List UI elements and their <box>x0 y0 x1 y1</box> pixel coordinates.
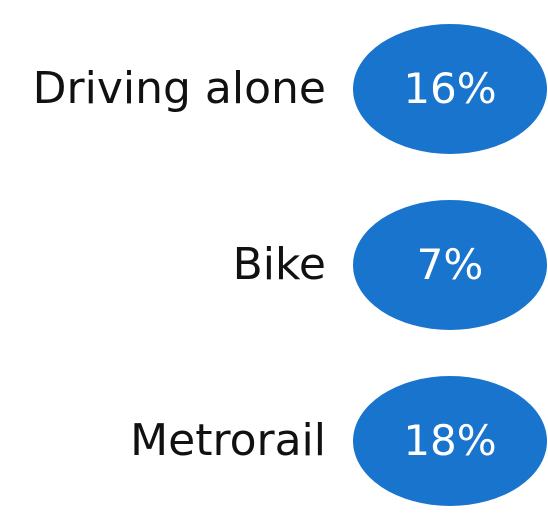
value-label: 7% <box>416 240 484 289</box>
chart-row: Driving alone 16% <box>0 24 548 154</box>
category-label: Bike <box>232 239 326 290</box>
value-bubble: 18% <box>353 376 547 506</box>
value-bubble: 16% <box>353 24 547 154</box>
category-label: Driving alone <box>32 63 326 114</box>
value-label: 18% <box>403 416 497 465</box>
value-bubble: 7% <box>353 200 547 330</box>
chart-row: Metrorail 18% <box>0 376 548 506</box>
value-label: 16% <box>403 64 497 113</box>
category-label: Metrorail <box>130 415 326 466</box>
chart-row: Bike 7% <box>0 200 548 330</box>
